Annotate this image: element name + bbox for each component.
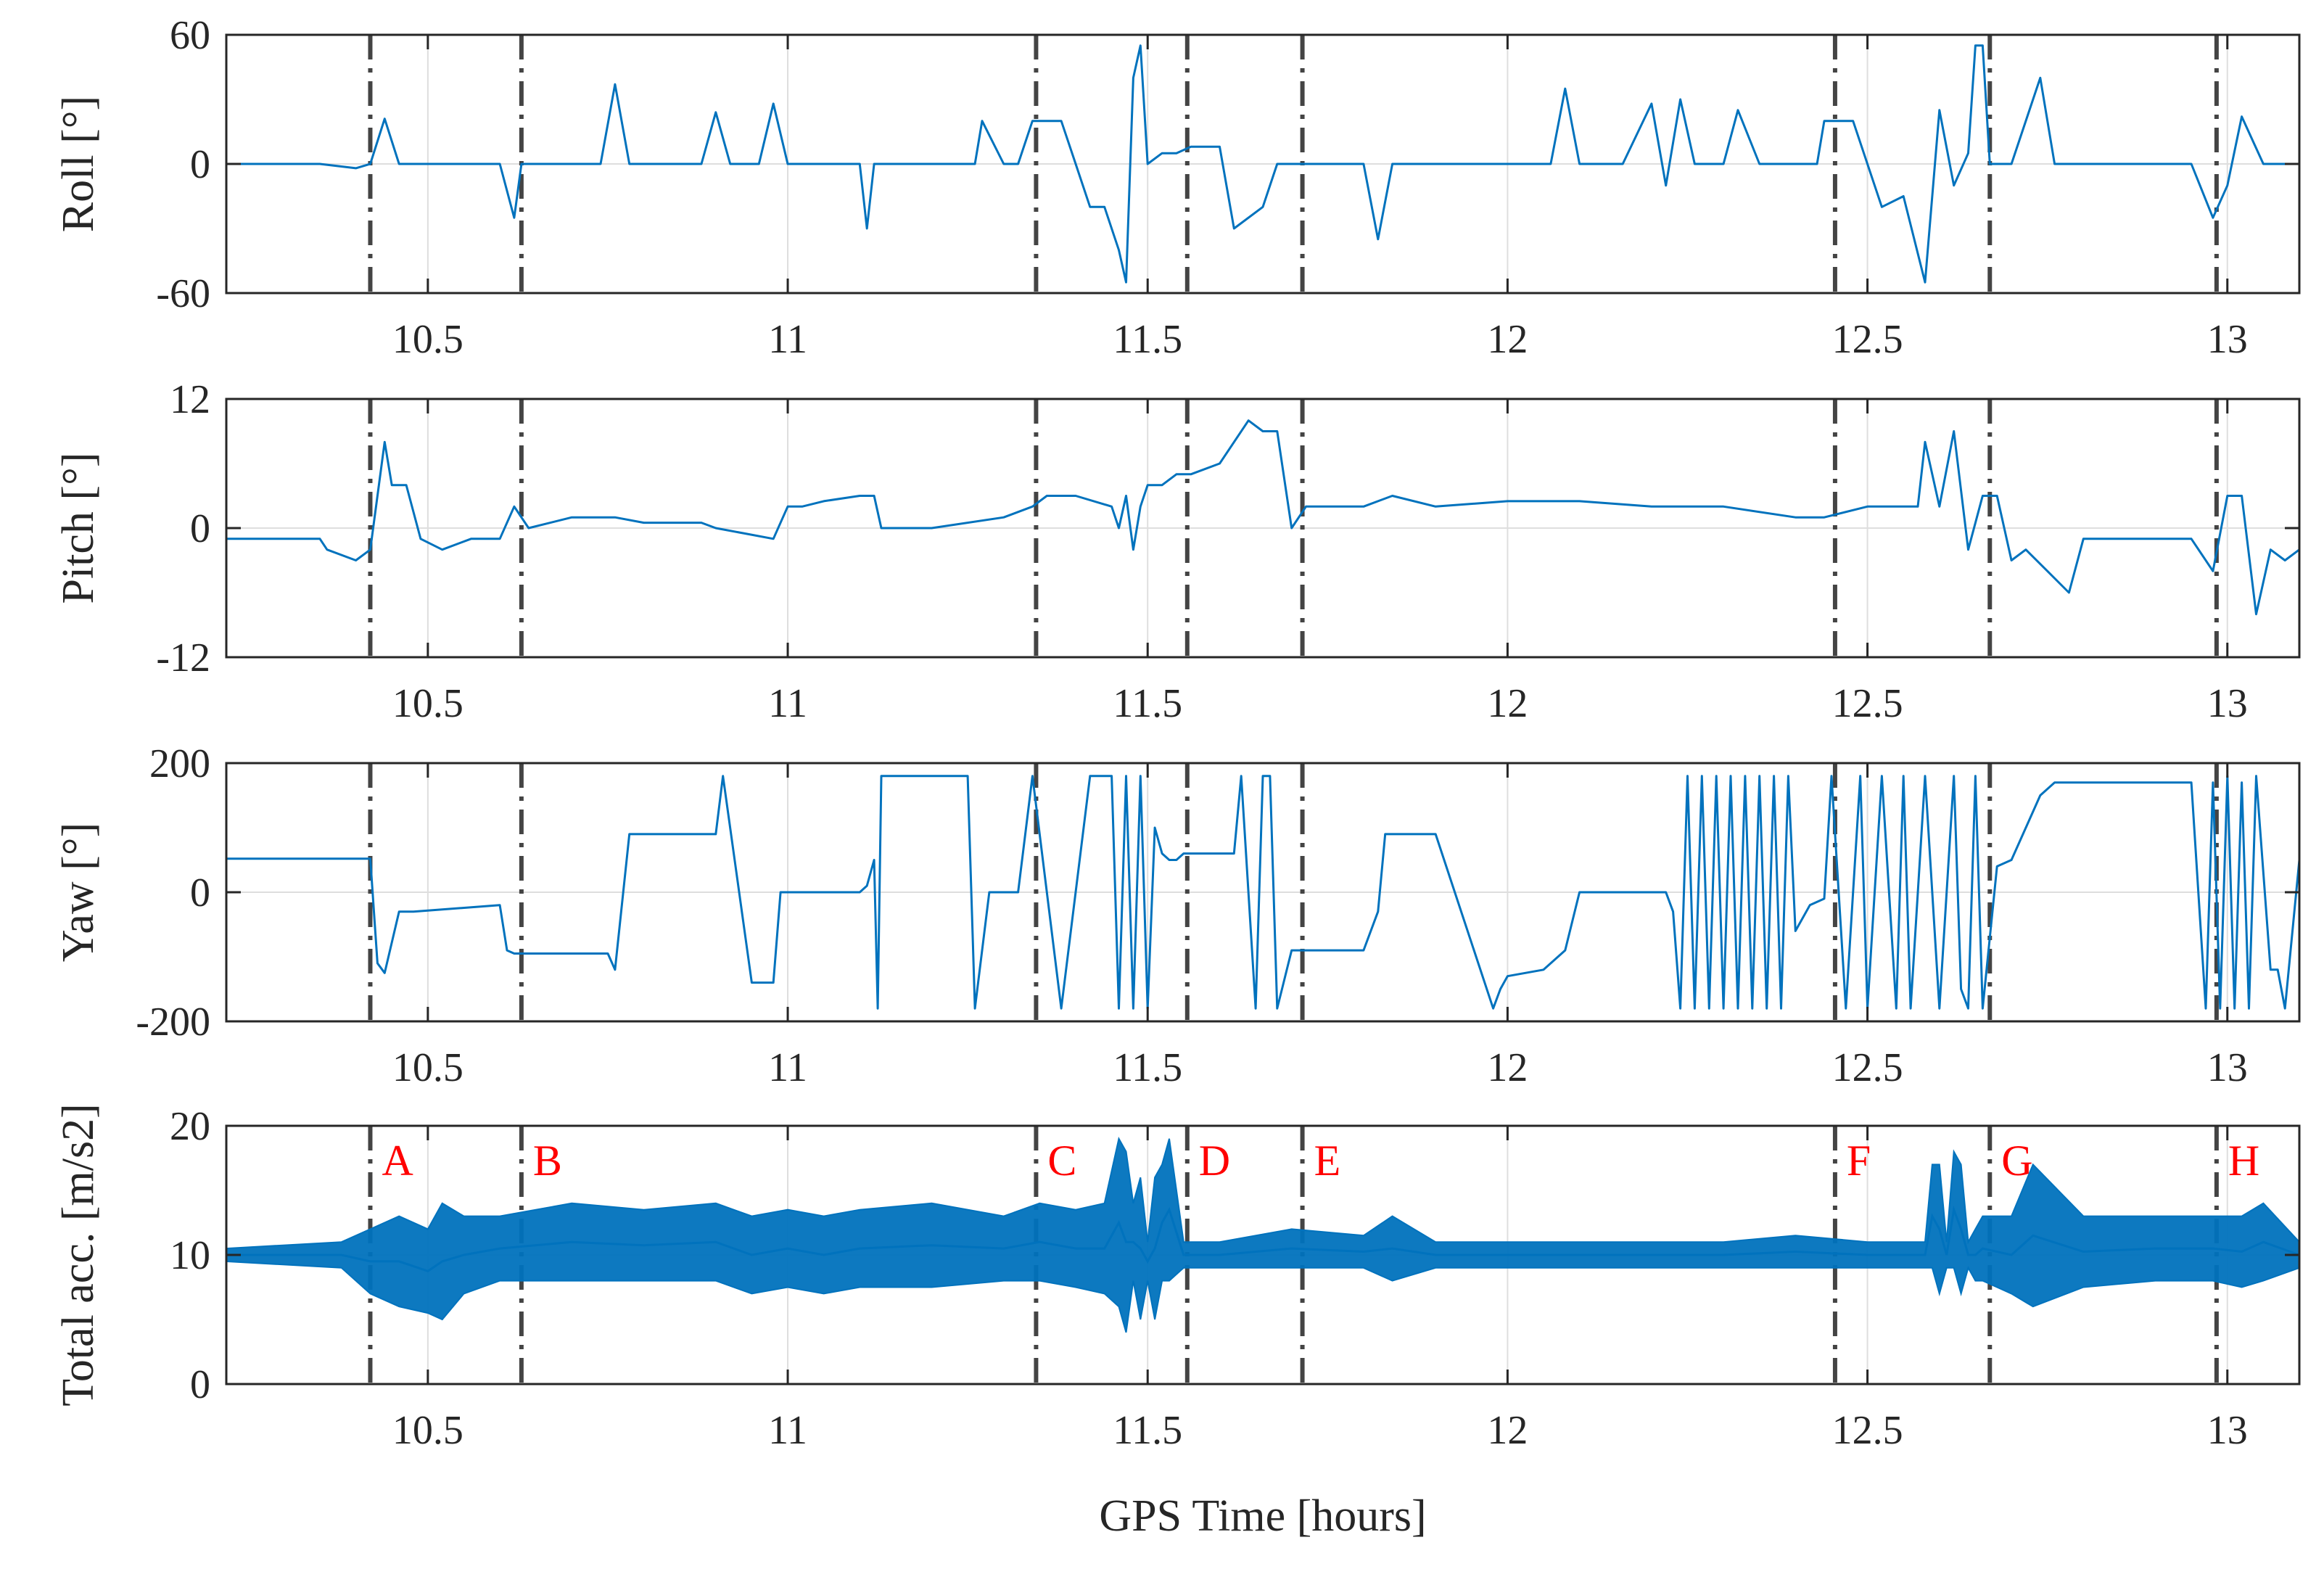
pitch-panel: -12 0 12 10.5 11 11.5 12 12.5 13 Pitch [… — [54, 377, 2301, 726]
total-acc-series-line — [226, 1205, 2300, 1272]
roll-xtick-label: 12 — [1487, 317, 1528, 362]
roll-y-axis-label: Roll [°] — [54, 96, 103, 232]
roll-ytick-label: 60 — [170, 13, 210, 58]
total-acc-panel: 0 10 20 10.5 11 11.5 12 12.5 13 Total ac… — [54, 1103, 2301, 1541]
total-acc-xtick-label: 12.5 — [1832, 1408, 1903, 1453]
roll-ticks — [226, 33, 2299, 295]
event-label-f: F — [1847, 1137, 1871, 1185]
total-acc-xtick-label: 10.5 — [392, 1408, 463, 1453]
event-label-h: H — [2228, 1137, 2259, 1185]
total-acc-xtick-label: 12 — [1487, 1408, 1528, 1453]
yaw-xtick-label: 12 — [1487, 1045, 1528, 1090]
roll-series-line — [226, 44, 2299, 284]
pitch-xtick-label: 12.5 — [1832, 681, 1903, 726]
pitch-xtick-labels: 10.5 11 11.5 12 12.5 13 — [392, 681, 2248, 726]
yaw-ticks — [226, 762, 2299, 1023]
pitch-event-markers — [368, 399, 2219, 657]
roll-panel: -60 0 60 10.5 11 11.5 12 12.5 13 Roll [°… — [54, 13, 2301, 362]
pitch-xtick-label: 10.5 — [392, 681, 463, 726]
yaw-ytick-label: -200 — [136, 1000, 210, 1045]
pitch-ytick-label: 0 — [190, 506, 210, 551]
yaw-xtick-labels: 10.5 11 11.5 12 12.5 13 — [392, 1045, 2248, 1090]
yaw-xtick-label: 11 — [768, 1045, 807, 1090]
roll-ytick-labels: -60 0 60 — [156, 13, 210, 316]
roll-xtick-labels: 10.5 11 11.5 12 12.5 13 — [392, 317, 2248, 362]
roll-xtick-label: 11.5 — [1113, 317, 1182, 362]
total-acc-xtick-label: 13 — [2207, 1408, 2248, 1453]
yaw-xtick-label: 12.5 — [1832, 1045, 1903, 1090]
pitch-xtick-label: 12 — [1487, 681, 1528, 726]
yaw-xtick-label: 13 — [2207, 1045, 2248, 1090]
pitch-ytick-label: -12 — [156, 635, 210, 680]
total-acc-xtick-label: 11.5 — [1113, 1408, 1182, 1453]
pitch-xtick-label: 11 — [768, 681, 807, 726]
yaw-ytick-label: 0 — [190, 870, 210, 915]
roll-xtick-label: 12.5 — [1832, 317, 1903, 362]
event-labels: A B C D E F G H — [382, 1137, 2259, 1185]
event-label-d: D — [1199, 1137, 1230, 1185]
event-label-c: C — [1047, 1137, 1076, 1185]
yaw-series-line — [226, 775, 2301, 1010]
pitch-xtick-label: 11.5 — [1113, 681, 1182, 726]
yaw-ytick-label: 200 — [149, 741, 210, 786]
pitch-ytick-labels: -12 0 12 — [156, 377, 210, 680]
yaw-ytick-labels: -200 0 200 — [136, 741, 210, 1045]
total-acc-ytick-label: 20 — [170, 1104, 210, 1149]
pitch-series-line — [226, 419, 2300, 616]
event-label-g: G — [2001, 1137, 2032, 1185]
total-acc-ticks — [226, 1124, 2299, 1385]
total-acc-ytick-label: 0 — [190, 1362, 210, 1407]
yaw-y-axis-label: Yaw [°] — [54, 823, 103, 962]
total-acc-ytick-label: 10 — [170, 1233, 210, 1278]
yaw-series — [226, 775, 2301, 1010]
roll-xtick-label: 11 — [768, 317, 807, 362]
roll-ytick-label: -60 — [156, 271, 210, 316]
yaw-xtick-label: 10.5 — [392, 1045, 463, 1090]
total-acc-y-axis-label: Total acc. [m/s2] — [54, 1103, 103, 1406]
pitch-xtick-label: 13 — [2207, 681, 2248, 726]
pitch-series — [226, 419, 2300, 616]
event-label-e: E — [1314, 1137, 1341, 1185]
x-axis-label: GPS Time [hours] — [1099, 1491, 1426, 1541]
roll-ytick-label: 0 — [190, 142, 210, 187]
yaw-panel: -200 0 200 10.5 11 11.5 12 12.5 13 Yaw [… — [54, 741, 2301, 1090]
pitch-y-axis-label: Pitch [°] — [54, 452, 103, 604]
event-label-a: A — [382, 1137, 413, 1185]
pitch-ytick-label: 12 — [170, 377, 210, 422]
pitch-ticks — [226, 398, 2299, 659]
roll-xtick-label: 10.5 — [392, 317, 463, 362]
roll-series — [226, 44, 2299, 284]
event-label-b: B — [533, 1137, 562, 1185]
yaw-xtick-label: 11.5 — [1113, 1045, 1182, 1090]
total-acc-xtick-label: 11 — [768, 1408, 807, 1453]
total-acc-xtick-labels: 10.5 11 11.5 12 12.5 13 — [392, 1408, 2248, 1453]
total-acc-ytick-labels: 0 10 20 — [170, 1104, 210, 1407]
roll-xtick-label: 13 — [2207, 317, 2248, 362]
